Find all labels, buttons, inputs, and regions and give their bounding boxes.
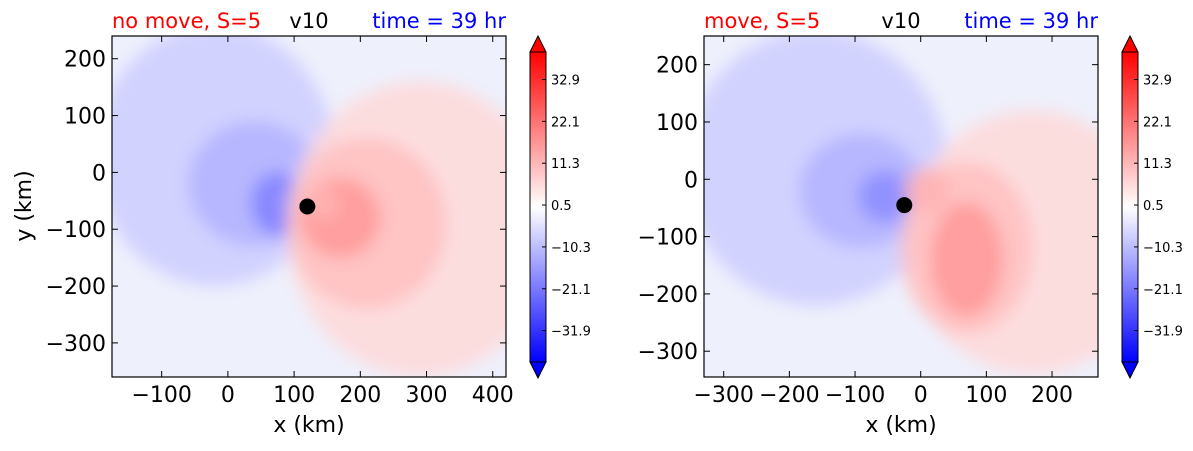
- colorbar-tick-label: 0.5: [1143, 199, 1164, 214]
- colorbar-extend-max: [1121, 34, 1139, 53]
- title-center: v10: [881, 9, 920, 33]
- x-tick-label: 0: [914, 383, 928, 408]
- positive-velocity-region: [307, 186, 341, 221]
- colorbar-extend-min: [529, 361, 547, 380]
- y-tick-label: 100: [64, 105, 106, 130]
- y-axis-ticks: 200 100 0 −100 −200 −300: [638, 54, 1098, 365]
- colorbar-extend-min: [1121, 361, 1139, 380]
- x-tick-label: −200: [759, 383, 819, 408]
- y-tick-label: 100: [656, 111, 698, 136]
- colorbar-extend-max: [529, 34, 547, 53]
- title-right: time = 39 hr: [372, 9, 506, 33]
- colorbar-body: [529, 51, 547, 363]
- y-tick-label: −300: [638, 340, 698, 365]
- colorbar-tick-label: 11.3: [551, 157, 580, 172]
- x-tick-label: 200: [339, 383, 381, 408]
- y-tick-label: −200: [638, 283, 698, 308]
- storm-center-marker: [896, 197, 913, 214]
- title-left: move, S=5: [704, 9, 820, 33]
- plot-frame: [703, 35, 1099, 378]
- colorbar-ticks: 32.9 22.1 11.3 0.5 −10.3 −21.1 −31.9: [542, 74, 591, 340]
- x-tick-label: 200: [1031, 383, 1073, 408]
- x-axis-ticks: −100 0 100 200 300 400: [131, 36, 514, 408]
- colorbar-tick-label: −21.1: [1143, 283, 1183, 298]
- title-left: no move, S=5: [112, 9, 261, 33]
- positive-velocity-region: [300, 178, 381, 258]
- panel-no-move: no move, S=5 v10 time = 39 hr −100 0 100 20…: [12, 9, 591, 438]
- y-tick-label: 200: [64, 48, 106, 73]
- x-tick-label: 400: [472, 383, 514, 408]
- title-right: time = 39 hr: [964, 9, 1098, 33]
- x-tick-label: 300: [406, 383, 448, 408]
- y-tick-label: 0: [92, 161, 106, 186]
- y-tick-label: −100: [46, 218, 106, 243]
- positive-velocity-region: [904, 167, 951, 214]
- x-axis-ticks: −300 −200 −100 0 100 200: [693, 36, 1073, 408]
- storm-center-marker: [299, 198, 316, 215]
- y-tick-label: −100: [638, 226, 698, 251]
- colorbar-tick-label: 11.3: [1143, 157, 1172, 172]
- colorbar-tick-label: −21.1: [551, 283, 591, 298]
- x-tick-label: −100: [131, 383, 191, 408]
- negative-velocity-region: [858, 170, 911, 223]
- plot-frame: [111, 35, 507, 378]
- x-tick-label: −100: [825, 383, 885, 408]
- y-tick-label: −200: [46, 275, 106, 300]
- y-tick-label: 200: [656, 54, 698, 79]
- x-tick-label: −300: [693, 383, 753, 408]
- y-axis-label: y (km): [12, 170, 37, 241]
- colorbar: 32.9 22.1 11.3 0.5 −10.3 −21.1 −31.9: [1121, 34, 1183, 380]
- colorbar-ticks: 32.9 22.1 11.3 0.5 −10.3 −21.1 −31.9: [1134, 74, 1183, 340]
- panel-move: move, S=5 v10 time = 39 hr −300 −200 −100 0…: [638, 9, 1183, 438]
- colorbar-tick-label: 22.1: [1143, 115, 1172, 130]
- colorbar-body: [1121, 51, 1139, 363]
- y-tick-label: 0: [684, 168, 698, 193]
- colorbar-tick-label: 32.9: [551, 74, 580, 89]
- x-tick-label: 0: [221, 383, 235, 408]
- field-contours: [112, 36, 506, 377]
- x-axis-label: x (km): [273, 413, 344, 438]
- colorbar-tick-label: −31.9: [551, 325, 591, 340]
- colorbar: 32.9 22.1 11.3 0.5 −10.3 −21.1 −31.9: [529, 34, 591, 380]
- colorbar-tick-label: 32.9: [1143, 74, 1172, 89]
- y-tick-label: −300: [46, 332, 106, 357]
- colorbar-tick-label: −31.9: [1143, 325, 1183, 340]
- colorbar-tick-label: −10.3: [551, 241, 591, 256]
- colorbar-tick-label: −10.3: [1143, 241, 1183, 256]
- y-axis-ticks: 200 100 0 −100 −200 −300: [46, 48, 506, 357]
- title-center: v10: [289, 9, 328, 33]
- x-tick-label: 100: [273, 383, 315, 408]
- positive-velocity-region: [930, 202, 1003, 317]
- field-contours: [704, 36, 1098, 375]
- colorbar-tick-label: 0.5: [551, 199, 572, 214]
- colorbar-tick-label: 22.1: [551, 115, 580, 130]
- x-axis-label: x (km): [865, 413, 936, 438]
- x-tick-label: 100: [965, 383, 1007, 408]
